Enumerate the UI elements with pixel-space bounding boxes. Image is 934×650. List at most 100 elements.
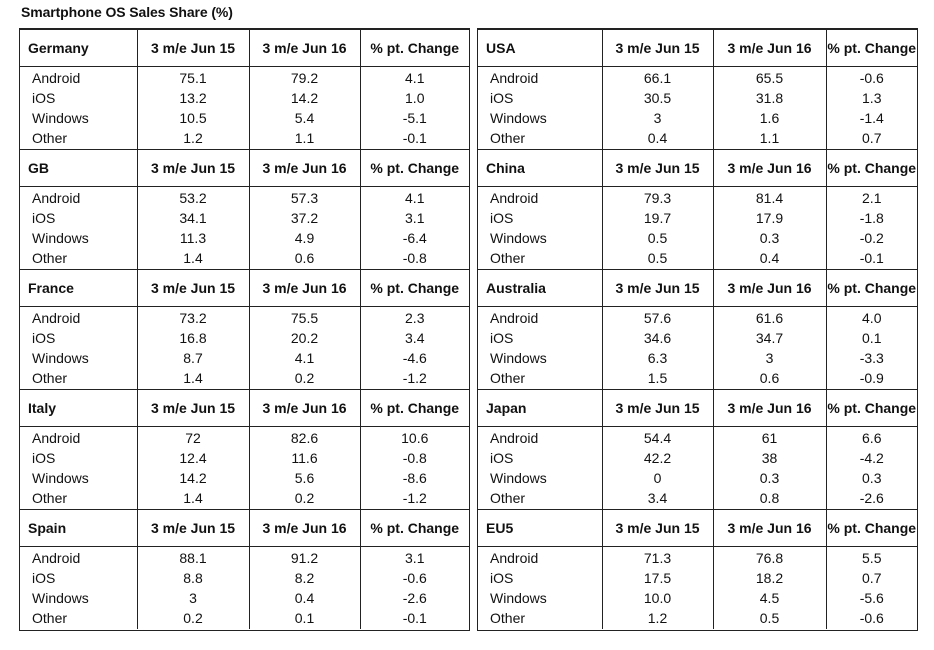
value-jun15: 3.4 bbox=[601, 488, 713, 510]
value-jun16: 0.6 bbox=[712, 368, 826, 390]
os-label: Android bbox=[20, 546, 137, 568]
pt-change: -0.8 bbox=[359, 248, 469, 270]
column-header: 3 m/e Jun 15 bbox=[601, 29, 713, 67]
region-block-3: Japan 3 m/e Jun 15 3 m/e Jun 16% pt. Chang… bbox=[478, 389, 917, 510]
region-header-row: GB 3 m/e Jun 15 3 m/e Jun 16% pt. Change bbox=[20, 149, 469, 187]
pt-change: 4.1 bbox=[359, 186, 469, 208]
pt-change: -4.2 bbox=[825, 448, 917, 468]
column-header: % pt. Change bbox=[825, 509, 917, 547]
value-jun15: 53.2 bbox=[136, 186, 249, 208]
pt-change: -1.4 bbox=[825, 108, 917, 128]
column-header: 3 m/e Jun 16 bbox=[248, 149, 360, 187]
value-jun15: 11.3 bbox=[136, 228, 249, 248]
region-name: France bbox=[20, 269, 137, 307]
os-label: Android bbox=[478, 66, 602, 88]
value-jun16: 8.2 bbox=[248, 568, 360, 588]
os-label: Other bbox=[490, 250, 526, 266]
table-row: Windows 0 0.3 0.3 bbox=[478, 468, 917, 488]
region-name: USA bbox=[478, 29, 602, 67]
pt-change: 3.1 bbox=[359, 208, 469, 228]
table-row: iOS 19.7 17.9 -1.8 bbox=[478, 208, 917, 228]
value-jun15: 17.5 bbox=[601, 568, 713, 588]
value-jun15: 66.1 bbox=[601, 66, 713, 88]
value-jun15: 75.1 bbox=[136, 66, 249, 88]
pt-change: -2.6 bbox=[825, 488, 917, 510]
column-header: 3 m/e Jun 16 bbox=[712, 269, 826, 307]
os-label: Windows bbox=[32, 110, 89, 126]
value-jun15: 0.5 bbox=[601, 228, 713, 248]
region-name: Japan bbox=[478, 389, 602, 427]
pt-change: 0.7 bbox=[825, 568, 917, 588]
value-jun16: 5.4 bbox=[248, 108, 360, 128]
os-label: iOS bbox=[32, 330, 56, 346]
value-jun15: 3 bbox=[601, 108, 713, 128]
table-row: Android 54.4 61 6.6 bbox=[478, 426, 917, 448]
pt-change: 6.6 bbox=[825, 426, 917, 448]
os-label: Android bbox=[478, 306, 602, 328]
value-jun15: 10.5 bbox=[136, 108, 249, 128]
os-label: Windows bbox=[490, 230, 547, 246]
pt-change: -0.1 bbox=[825, 248, 917, 270]
value-jun15: 1.4 bbox=[136, 488, 249, 510]
table-row: iOS 17.5 18.2 0.7 bbox=[478, 568, 917, 588]
pt-change: -1.2 bbox=[359, 488, 469, 510]
column-header: % pt. Change bbox=[359, 29, 469, 67]
value-jun15: 72 bbox=[136, 426, 249, 448]
value-jun15: 0 bbox=[601, 468, 713, 488]
value-jun15: 12.4 bbox=[136, 448, 249, 468]
value-jun16: 82.6 bbox=[248, 426, 360, 448]
pt-change: -5.1 bbox=[359, 108, 469, 128]
region-block-1: China 3 m/e Jun 15 3 m/e Jun 16% pt. Chang… bbox=[478, 149, 917, 270]
region-block-4: EU5 3 m/e Jun 15 3 m/e Jun 16% pt. Change A… bbox=[478, 509, 917, 629]
value-jun16: 1.6 bbox=[712, 108, 826, 128]
os-label: Android bbox=[20, 186, 137, 208]
value-jun15: 79.3 bbox=[601, 186, 713, 208]
value-jun15: 30.5 bbox=[601, 88, 713, 108]
column-header: 3 m/e Jun 15 bbox=[136, 269, 249, 307]
value-jun16: 38 bbox=[712, 448, 826, 468]
column-header: 3 m/e Jun 16 bbox=[248, 269, 360, 307]
value-jun15: 8.8 bbox=[136, 568, 249, 588]
region-name: Italy bbox=[20, 389, 137, 427]
table-row: Android 57.6 61.6 4.0 bbox=[478, 306, 917, 328]
column-header: % pt. Change bbox=[359, 149, 469, 187]
value-jun16: 61 bbox=[712, 426, 826, 448]
os-label: iOS bbox=[490, 90, 514, 106]
value-jun16: 75.5 bbox=[248, 306, 360, 328]
os-label: Other bbox=[490, 370, 526, 386]
table-row: Windows 8.7 4.1 -4.6 bbox=[20, 348, 469, 368]
pt-change: -1.2 bbox=[359, 368, 469, 390]
pt-change: -1.8 bbox=[825, 208, 917, 228]
value-jun15: 1.4 bbox=[136, 368, 249, 390]
value-jun15: 1.4 bbox=[136, 248, 249, 270]
value-jun16: 18.2 bbox=[712, 568, 826, 588]
value-jun16: 37.2 bbox=[248, 208, 360, 228]
pt-change: 0.3 bbox=[825, 468, 917, 488]
pt-change: -0.6 bbox=[359, 568, 469, 588]
os-label: Windows bbox=[490, 590, 547, 606]
pt-change: 1.0 bbox=[359, 88, 469, 108]
left-sales-table: Germany 3 m/e Jun 15 3 m/e Jun 16% pt. Cha… bbox=[20, 29, 469, 629]
region-block-3: Italy 3 m/e Jun 15 3 m/e Jun 16% pt. Chang… bbox=[20, 389, 469, 510]
os-label: Android bbox=[478, 426, 602, 448]
os-label: Other bbox=[32, 490, 68, 506]
table-row: Windows 3 1.6 -1.4 bbox=[478, 108, 917, 128]
value-jun15: 42.2 bbox=[601, 448, 713, 468]
value-jun16: 0.3 bbox=[712, 468, 826, 488]
pt-change: 2.1 bbox=[825, 186, 917, 208]
table-row: Android 88.1 91.2 3.1 bbox=[20, 546, 469, 568]
value-jun16: 0.8 bbox=[712, 488, 826, 510]
os-label: Other bbox=[32, 130, 68, 146]
table-row: Other 1.4 0.6 -0.8 bbox=[20, 248, 469, 270]
region-header-row: China 3 m/e Jun 15 3 m/e Jun 16% pt. Chang… bbox=[478, 149, 917, 187]
column-header: 3 m/e Jun 16 bbox=[248, 509, 360, 547]
column-header: 3 m/e Jun 16 bbox=[248, 389, 360, 427]
table-row: Android 73.2 75.5 2.3 bbox=[20, 306, 469, 328]
value-jun16: 91.2 bbox=[248, 546, 360, 568]
table-row: Android 53.2 57.3 4.1 bbox=[20, 186, 469, 208]
pt-change: 4.0 bbox=[825, 306, 917, 328]
pt-change: -4.6 bbox=[359, 348, 469, 368]
region-name: Germany bbox=[20, 29, 137, 67]
value-jun15: 34.6 bbox=[601, 328, 713, 348]
column-header: % pt. Change bbox=[359, 269, 469, 307]
